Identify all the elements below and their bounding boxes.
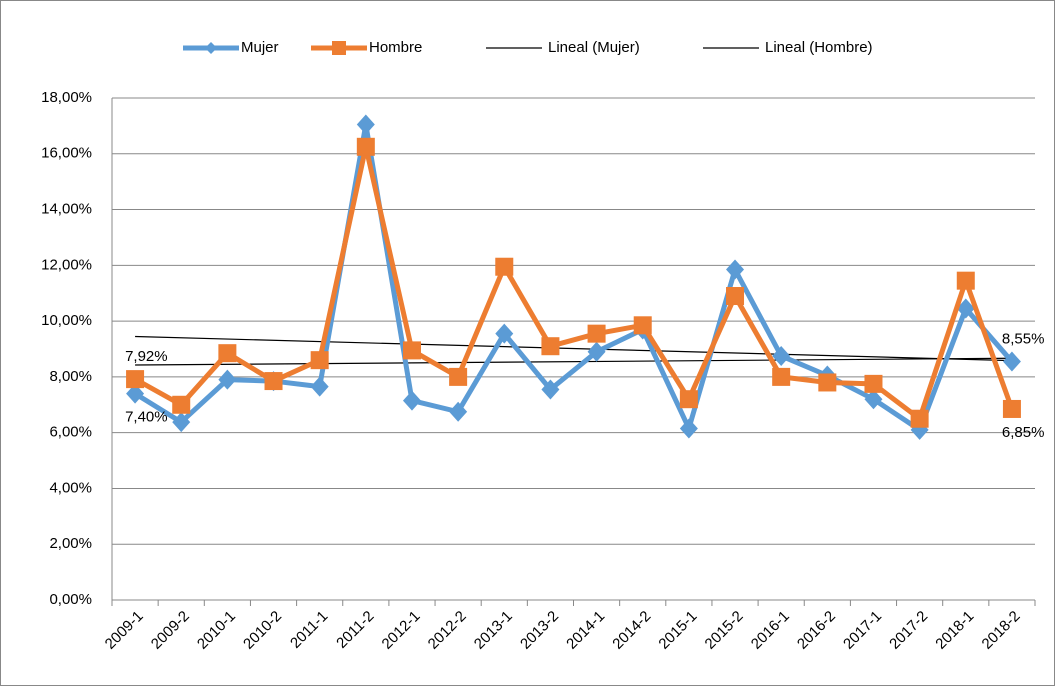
point <box>864 374 883 393</box>
point <box>495 257 514 276</box>
y-tick-label: 10,00% <box>41 312 92 329</box>
point <box>356 137 375 156</box>
y-tick-label: 16,00% <box>41 145 92 162</box>
y-tick-label: 18,00% <box>41 89 92 106</box>
y-tick-label: 8,00% <box>49 368 92 385</box>
legend-marker <box>205 42 217 54</box>
point <box>541 379 560 400</box>
point <box>1002 399 1021 418</box>
data-label: 7,40% <box>125 409 168 426</box>
legend-label: Lineal (Hombre) <box>765 39 873 56</box>
point <box>449 401 468 422</box>
data-label: 8,55% <box>1002 331 1045 348</box>
point <box>956 271 975 290</box>
trendline <box>135 335 1012 362</box>
point <box>310 351 329 370</box>
point <box>679 418 698 439</box>
point <box>310 376 329 397</box>
point <box>264 372 283 391</box>
point <box>126 370 145 389</box>
point <box>587 341 606 362</box>
y-tick-label: 4,00% <box>49 479 92 496</box>
y-tick-label: 0,00% <box>49 591 92 608</box>
point <box>218 344 237 363</box>
point <box>910 409 929 428</box>
point <box>449 367 468 386</box>
point <box>356 114 375 135</box>
point <box>541 337 560 356</box>
legend-label: Mujer <box>241 39 279 56</box>
legend-marker <box>332 41 346 55</box>
point <box>126 383 145 404</box>
point <box>402 341 421 360</box>
point <box>679 390 698 409</box>
data-label: 7,92% <box>125 348 168 365</box>
point <box>172 395 191 414</box>
point <box>772 367 791 386</box>
point <box>726 287 745 306</box>
y-tick-label: 6,00% <box>49 424 92 441</box>
point <box>495 323 514 344</box>
point <box>587 324 606 343</box>
legend-label: Hombre <box>369 39 422 56</box>
point <box>864 389 883 410</box>
y-tick-label: 14,00% <box>41 201 92 218</box>
point <box>1002 351 1021 372</box>
point <box>218 369 237 390</box>
point <box>402 390 421 411</box>
data-label: 6,85% <box>1002 424 1045 441</box>
legend-label: Lineal (Mujer) <box>548 39 640 56</box>
point <box>633 316 652 335</box>
y-tick-label: 2,00% <box>49 535 92 552</box>
point <box>726 259 745 280</box>
point <box>172 412 191 433</box>
point <box>818 373 837 392</box>
trendline <box>135 357 1012 366</box>
y-tick-label: 12,00% <box>41 256 92 273</box>
point <box>772 345 791 366</box>
point <box>956 298 975 319</box>
